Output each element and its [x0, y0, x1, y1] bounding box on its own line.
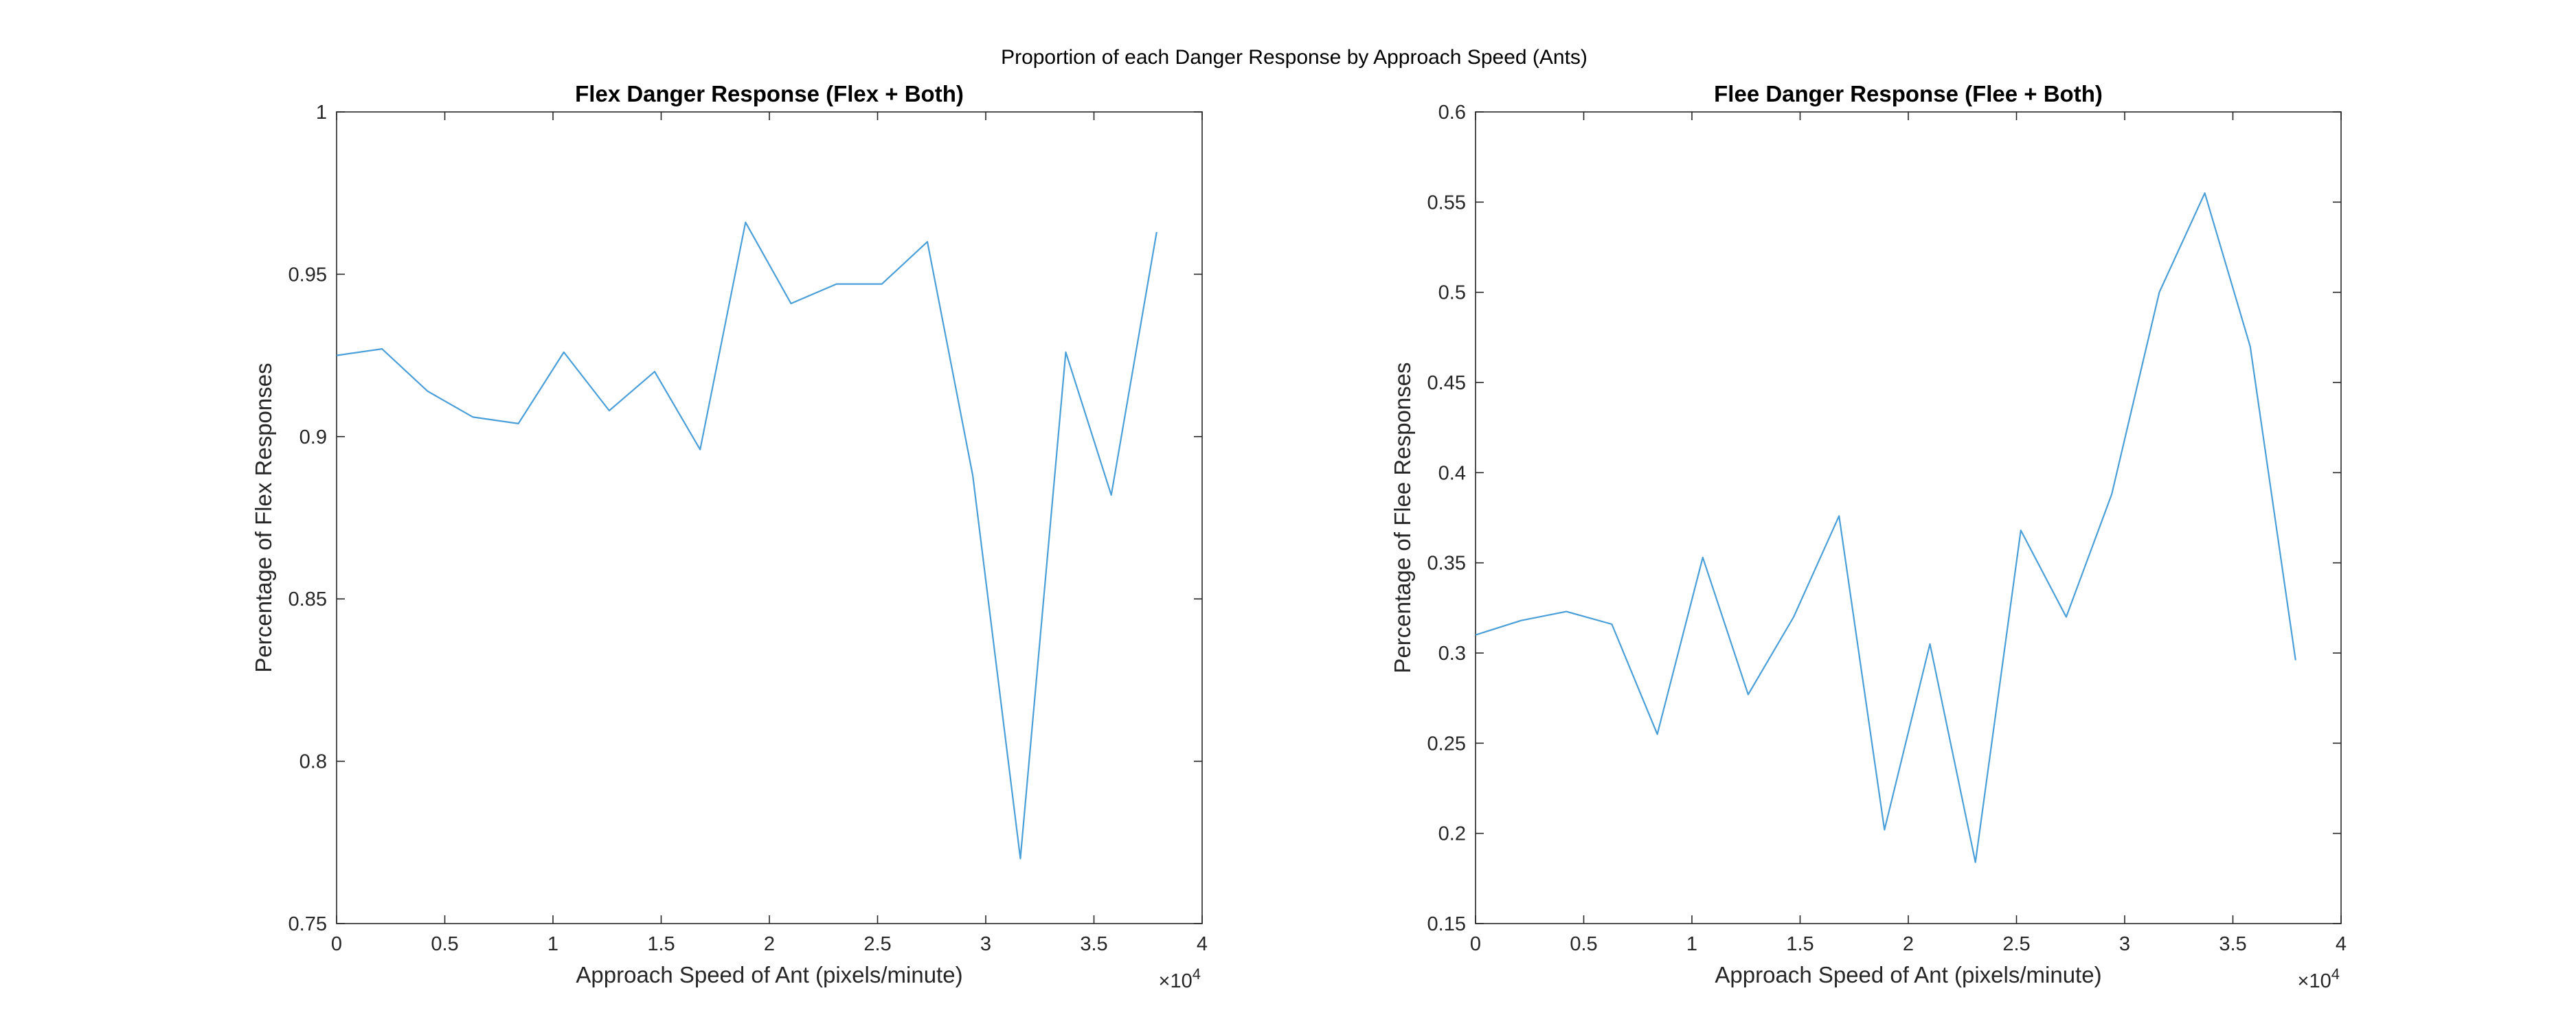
flex-x-exponent-base: ×10 [1159, 970, 1193, 992]
flee-y-tick-label: 0.15 [1427, 913, 1466, 935]
flex-y-tick-label: 1 [316, 102, 327, 124]
flee-response-axes: 0 0.5 1 1.5 2 2.5 3 3.5 4 0.15 0.2 0.25 0.3 0.35 0.4 0.… [1390, 81, 2347, 992]
flee-x-tick-label: 3.5 [2219, 933, 2246, 955]
flex-x-tick-label: 0 [331, 933, 342, 955]
flee-x-exponent-label: ×104 [2298, 965, 2340, 992]
flex-x-tick-label: 0.5 [431, 933, 458, 955]
flee-x-tick-label: 1 [1686, 933, 1697, 955]
flee-x-tick-label: 0.5 [1570, 933, 1597, 955]
flee-y-tick-label: 0.5 [1438, 282, 1466, 304]
flex-chart-title: Flex Danger Response (Flex + Both) [575, 81, 964, 106]
flex-x-exponent-power: 4 [1193, 965, 1201, 983]
flex-y-tick-label: 0.8 [300, 751, 327, 773]
flex-response-axes: 0 0.5 1 1.5 2 2.5 3 3.5 4 0.75 0.8 0.85 0.9 0.95 1 ×104… [251, 81, 1208, 992]
figure-title: Proportion of each Danger Response by Ap… [1001, 46, 1588, 69]
flee-x-tick-label: 2 [1903, 933, 1914, 955]
flex-x-tick-label: 2 [764, 933, 775, 955]
flex-x-tick-label: 1.5 [647, 933, 675, 955]
flex-y-tick-label: 0.95 [289, 264, 327, 286]
flex-x-tick-label: 3.5 [1080, 933, 1107, 955]
flex-y-axis-label: Percentage of Flex Responses [251, 363, 276, 672]
flee-x-axis-label: Approach Speed of Ant (pixels/minute) [1715, 962, 2101, 987]
flex-x-tick-label: 2.5 [863, 933, 891, 955]
flee-x-tick-label: 1.5 [1786, 933, 1814, 955]
flee-x-exponent-base: ×10 [2298, 970, 2331, 992]
flex-x-axis-label: Approach Speed of Ant (pixels/minute) [576, 962, 962, 987]
flee-y-tick-label: 0.6 [1438, 102, 1466, 124]
flex-x-tick-label: 1 [547, 933, 558, 955]
flex-y-tick-label: 0.75 [289, 913, 327, 935]
flee-y-axis-label: Percentage of Flee Responses [1390, 362, 1415, 673]
flee-x-tick-label: 4 [2336, 933, 2347, 955]
flee-plot-area [1475, 111, 2342, 924]
flee-x-exponent-power: 4 [2331, 965, 2340, 983]
flee-y-tick-label: 0.4 [1438, 462, 1466, 484]
flex-y-tick-label: 0.9 [300, 426, 327, 448]
flex-y-tick-label: 0.85 [289, 588, 327, 610]
flee-y-tick-label: 0.25 [1427, 733, 1466, 755]
flex-x-exponent-label: ×104 [1159, 965, 1201, 992]
flee-y-tick-label: 0.55 [1427, 192, 1466, 214]
flee-y-tick-label: 0.45 [1427, 372, 1466, 394]
flee-y-tick-label: 0.2 [1438, 823, 1466, 845]
flex-x-tick-label: 4 [1197, 933, 1208, 955]
flee-x-tick-label: 0 [1470, 933, 1481, 955]
flee-x-tick-label: 3 [2119, 933, 2130, 955]
flee-chart-title: Flee Danger Response (Flee + Both) [1714, 81, 2103, 106]
flex-plot-area [336, 111, 1203, 924]
flee-y-tick-label: 0.3 [1438, 643, 1466, 665]
flee-x-tick-label: 2.5 [2002, 933, 2030, 955]
flee-y-tick-label: 0.35 [1427, 553, 1466, 575]
flee-series-line [1475, 192, 2296, 863]
flex-series-line [336, 221, 1157, 860]
flex-x-tick-label: 3 [980, 933, 991, 955]
